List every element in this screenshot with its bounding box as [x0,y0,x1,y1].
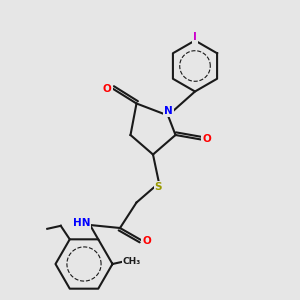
Text: O: O [142,236,151,247]
Text: I: I [193,32,197,43]
Text: CH₃: CH₃ [123,256,141,266]
Text: HN: HN [73,218,90,229]
Text: N: N [164,106,173,116]
Text: S: S [155,182,162,192]
Text: O: O [103,83,112,94]
Text: O: O [202,134,211,145]
